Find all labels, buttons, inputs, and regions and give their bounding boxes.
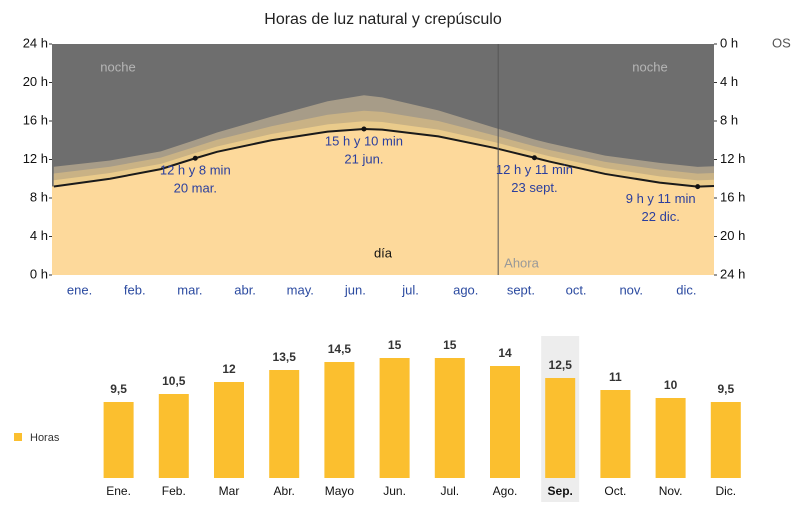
bar	[710, 402, 741, 478]
day-label: día	[374, 245, 393, 260]
annotation-date: 23 sept.	[511, 180, 557, 195]
annotation-dot	[695, 184, 701, 190]
x-tick-label: dic.	[676, 282, 696, 297]
value-label: 9,5	[717, 382, 734, 396]
y-tick-label: 24 h	[23, 35, 48, 50]
bar	[490, 366, 520, 478]
bar	[379, 358, 410, 478]
value-label: 9,5	[110, 382, 127, 396]
x-tick-label: ene.	[67, 282, 92, 297]
value-label: 11	[609, 370, 622, 384]
value-label: 14,5	[328, 342, 352, 356]
y-tick-label: 20 h	[23, 74, 48, 89]
x-tick-label: ago.	[453, 282, 478, 297]
bar	[655, 398, 686, 478]
overflow-text: OS	[772, 35, 791, 50]
value-label: 12,5	[549, 358, 573, 372]
bar	[324, 362, 355, 478]
x-tick-label: nov.	[619, 282, 643, 297]
x-tick-label: Jul.	[440, 484, 459, 498]
x-tick-label: Abr.	[274, 484, 295, 498]
annotation-dot	[531, 155, 537, 161]
chart-title: Horas de luz natural y crepúsculo	[264, 11, 502, 28]
annotation-dot	[192, 155, 198, 161]
x-tick-label: Mar	[219, 484, 240, 498]
legend-label: Horas	[30, 432, 60, 444]
y-tick-label: 4 h	[30, 228, 48, 243]
x-tick-label: sept.	[507, 282, 535, 297]
x-tick-label: Feb.	[162, 484, 186, 498]
value-label: 15	[443, 338, 457, 352]
annotation-dot	[361, 126, 367, 132]
bar	[434, 358, 465, 478]
legend-swatch	[14, 433, 22, 441]
annotation-label: 12 h y 11 min	[496, 162, 573, 177]
x-tick-label: Jun.	[383, 484, 406, 498]
y2-tick-label: 24 h	[720, 266, 745, 281]
value-label: 12	[222, 362, 236, 376]
x-tick-label: oct.	[566, 282, 587, 297]
bar	[545, 378, 576, 478]
y2-tick-label: 12 h	[720, 151, 745, 166]
x-tick-label: Sep.	[548, 484, 573, 498]
x-tick-label: Ene.	[106, 484, 131, 498]
y-tick-label: 0 h	[30, 266, 48, 281]
value-label: 10	[664, 378, 678, 392]
x-tick-label: Ago.	[493, 484, 518, 498]
edge-fill	[52, 186, 55, 275]
y2-tick-label: 16 h	[720, 189, 745, 204]
y2-tick-label: 8 h	[720, 112, 738, 127]
annotation-date: 22 dic.	[642, 209, 680, 224]
annotation-label: 15 h y 10 min	[325, 133, 403, 148]
y2-tick-label: 4 h	[720, 74, 738, 89]
x-tick-label: mar.	[177, 282, 202, 297]
y-tick-label: 16 h	[23, 112, 48, 127]
bar	[158, 394, 189, 478]
x-tick-label: Mayo	[325, 484, 355, 498]
value-label: 10,5	[162, 374, 186, 388]
x-tick-label: jul.	[401, 282, 419, 297]
edge-fill	[713, 185, 714, 275]
x-tick-label: jun.	[344, 282, 366, 297]
y-tick-label: 8 h	[30, 189, 48, 204]
x-tick-label: abr.	[234, 282, 256, 297]
x-tick-label: Dic.	[715, 484, 736, 498]
y2-tick-label: 20 h	[720, 228, 745, 243]
x-tick-label: may.	[287, 282, 314, 297]
y-tick-label: 12 h	[23, 151, 48, 166]
value-label: 14	[498, 346, 512, 360]
x-tick-label: feb.	[124, 282, 146, 297]
annotation-date: 20 mar.	[174, 181, 217, 196]
bar	[269, 370, 300, 478]
daylight-line	[53, 127, 715, 188]
y2-tick-label: 0 h	[720, 35, 738, 50]
x-tick-label: Oct.	[604, 484, 626, 498]
bar	[214, 382, 244, 478]
now-label: Ahora	[504, 255, 539, 270]
value-label: 13,5	[273, 350, 297, 364]
area	[53, 128, 714, 275]
bar	[103, 402, 134, 478]
bar	[600, 390, 631, 478]
annotation-date: 21 jun.	[344, 151, 383, 166]
x-tick-label: Nov.	[659, 484, 683, 498]
night-label: noche	[632, 59, 667, 74]
annotation-label: 9 h y 11 min	[626, 191, 696, 206]
night-label: noche	[100, 59, 135, 74]
value-label: 15	[388, 338, 402, 352]
annotation-label: 12 h y 8 min	[160, 163, 231, 178]
